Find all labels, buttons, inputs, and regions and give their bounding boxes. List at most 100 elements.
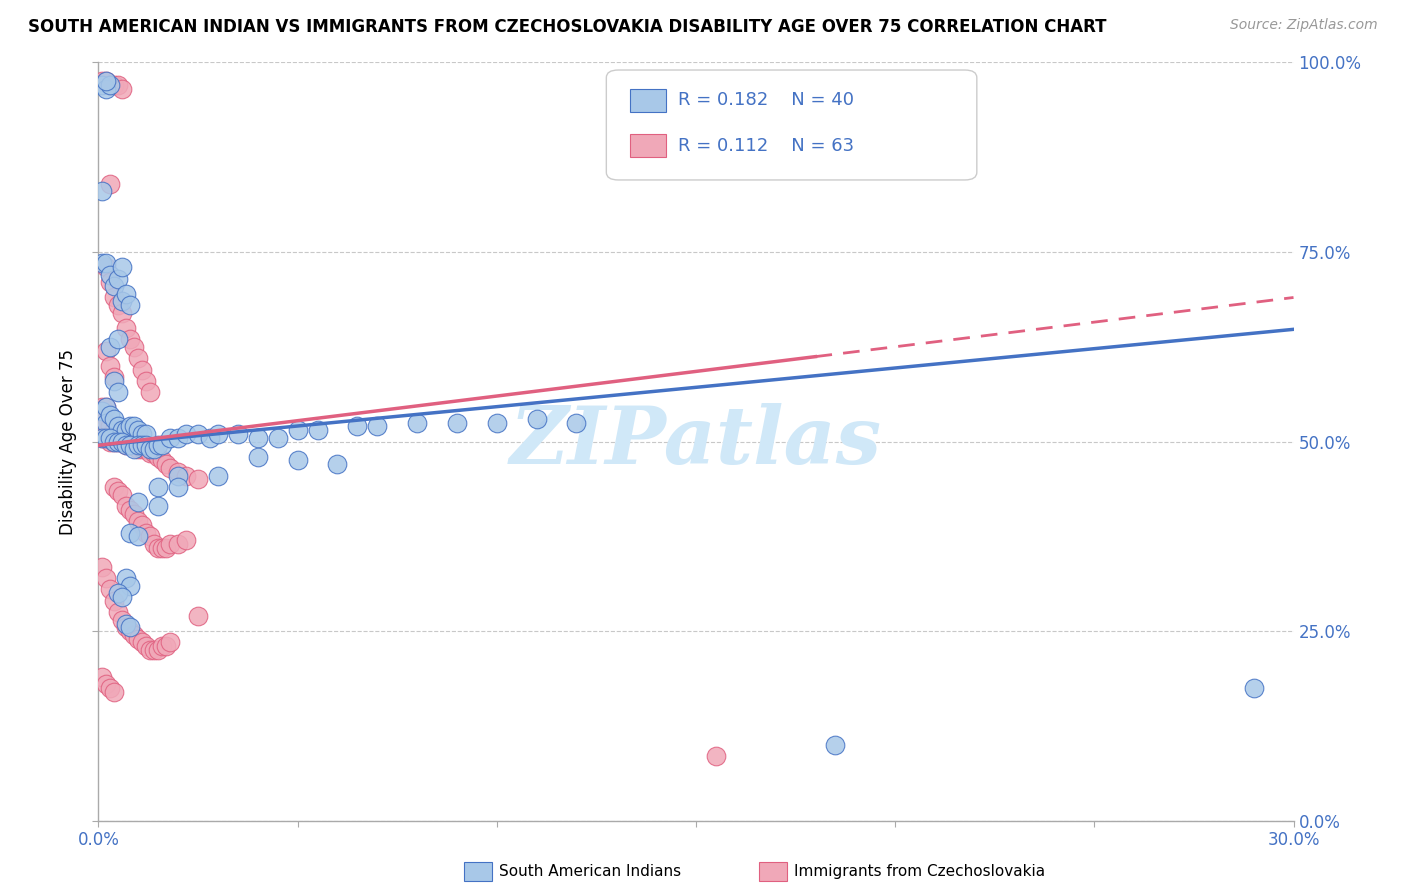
Point — [198, 431, 221, 445]
Point — [485, 416, 508, 430]
Point — [98, 408, 122, 422]
Point — [148, 541, 170, 555]
Point — [131, 427, 153, 442]
Point — [91, 78, 114, 92]
Point — [124, 438, 146, 452]
Point — [174, 468, 197, 483]
Point — [131, 635, 153, 649]
Point — [96, 401, 118, 415]
Point — [135, 427, 157, 442]
Point — [143, 643, 166, 657]
Point — [148, 450, 170, 464]
Point — [103, 412, 125, 426]
Point — [107, 483, 129, 498]
Point — [307, 423, 329, 437]
Point — [103, 279, 125, 293]
Point — [115, 499, 138, 513]
Point — [107, 434, 129, 449]
Point — [207, 427, 229, 442]
Point — [150, 541, 173, 555]
Point — [124, 442, 146, 457]
Point — [267, 431, 290, 445]
Point — [103, 594, 125, 608]
Point — [135, 374, 157, 388]
Point — [127, 632, 149, 646]
Point — [139, 643, 162, 657]
Point — [824, 738, 846, 752]
Point — [98, 582, 122, 597]
Point — [98, 268, 122, 282]
Point — [187, 473, 209, 487]
Point — [98, 340, 122, 354]
Point — [91, 74, 114, 88]
Point — [120, 624, 142, 639]
Point — [127, 529, 149, 543]
Point — [96, 571, 118, 585]
Point — [103, 423, 125, 437]
Point — [115, 423, 138, 437]
Point — [115, 438, 138, 452]
Point — [187, 427, 209, 442]
Point — [143, 442, 166, 457]
Point — [135, 438, 157, 452]
Point — [120, 503, 142, 517]
Point — [111, 613, 134, 627]
Text: SOUTH AMERICAN INDIAN VS IMMIGRANTS FROM CZECHOSLOVAKIA DISABILITY AGE OVER 75 C: SOUTH AMERICAN INDIAN VS IMMIGRANTS FROM… — [28, 18, 1107, 36]
Point — [366, 419, 388, 434]
Point — [124, 507, 146, 521]
Point — [98, 419, 122, 434]
Point — [103, 374, 125, 388]
Point — [150, 453, 173, 467]
Point — [103, 78, 125, 92]
Point — [148, 499, 170, 513]
Point — [159, 461, 181, 475]
Point — [91, 416, 114, 430]
Point — [107, 78, 129, 92]
Point — [167, 537, 190, 551]
Point — [150, 639, 173, 653]
Point — [287, 453, 309, 467]
Point — [159, 431, 181, 445]
Point — [96, 256, 118, 270]
Point — [127, 442, 149, 457]
Point — [127, 438, 149, 452]
Point — [127, 514, 149, 528]
Point — [1243, 681, 1265, 695]
Point — [111, 82, 134, 96]
Point — [103, 480, 125, 494]
Point — [446, 416, 468, 430]
Point — [287, 423, 309, 437]
Point — [107, 605, 129, 619]
Point — [115, 616, 138, 631]
Point — [98, 434, 122, 449]
Point — [98, 275, 122, 289]
Point — [96, 74, 118, 88]
Point — [96, 74, 118, 88]
Point — [103, 434, 125, 449]
Point — [107, 434, 129, 449]
Point — [124, 628, 146, 642]
Point — [98, 431, 122, 445]
Point — [120, 332, 142, 346]
Point — [155, 541, 177, 555]
Point — [174, 427, 197, 442]
Point — [704, 749, 727, 764]
Point — [115, 320, 138, 334]
Point — [91, 401, 114, 415]
Point — [115, 286, 138, 301]
Text: South American Indians: South American Indians — [499, 864, 682, 879]
Point — [107, 385, 129, 400]
Point — [91, 669, 114, 683]
Point — [150, 438, 173, 452]
Point — [111, 434, 134, 449]
Point — [167, 465, 190, 479]
Point — [187, 608, 209, 623]
Point — [131, 438, 153, 452]
Point — [103, 370, 125, 384]
Point — [127, 351, 149, 366]
Point — [246, 431, 269, 445]
Point — [98, 359, 122, 373]
Point — [131, 517, 153, 532]
Point — [96, 431, 118, 445]
Point — [115, 620, 138, 634]
